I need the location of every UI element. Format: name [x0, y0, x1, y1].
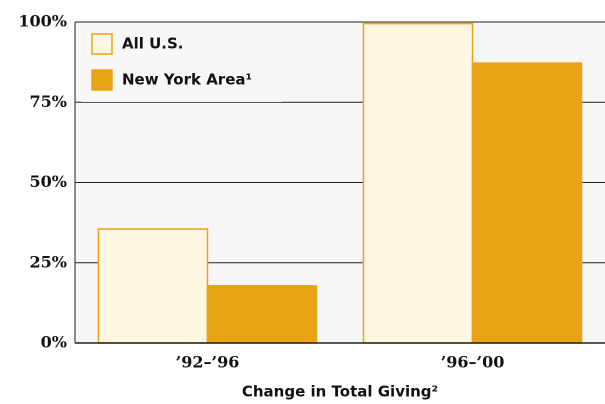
legend-label: All U.S. [122, 35, 184, 53]
legend-box [82, 26, 282, 102]
legend-swatch [91, 33, 113, 55]
bar [97, 228, 209, 344]
y-tick-label: 50% [30, 172, 67, 191]
x-tick-label: ’96–’00 [441, 353, 505, 372]
legend-label: New York Area¹ [122, 71, 252, 89]
y-tick-label: 25% [30, 252, 67, 271]
bar [206, 285, 318, 344]
y-tick-label: 100% [18, 12, 67, 31]
y-tick-label: 0% [41, 333, 67, 352]
x-tick-label: ’92–’96 [176, 353, 240, 372]
bar [471, 62, 583, 344]
y-tick-label: 75% [30, 92, 67, 111]
bar [362, 22, 474, 344]
x-axis-label: Change in Total Giving² [242, 383, 438, 401]
legend-swatch [91, 69, 113, 91]
